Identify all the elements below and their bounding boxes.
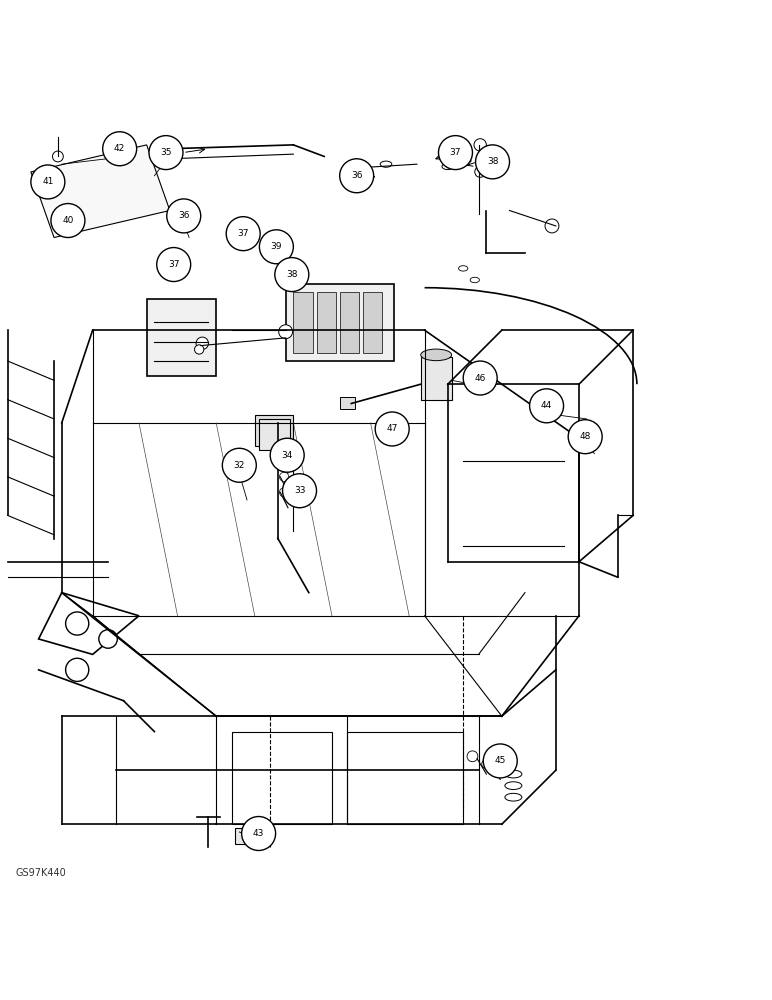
Text: 37: 37 [168, 260, 179, 269]
Text: 38: 38 [487, 157, 498, 166]
Bar [421, 357, 452, 400]
Circle shape [157, 248, 191, 282]
Circle shape [99, 630, 117, 648]
Circle shape [275, 258, 309, 292]
Circle shape [52, 151, 63, 162]
Bar [317, 292, 336, 353]
Circle shape [476, 145, 510, 179]
Circle shape [482, 759, 491, 769]
Text: 35: 35 [161, 148, 171, 157]
Circle shape [279, 325, 293, 339]
Ellipse shape [505, 793, 522, 801]
Circle shape [167, 199, 201, 233]
Ellipse shape [470, 277, 479, 283]
Circle shape [242, 817, 276, 850]
Ellipse shape [459, 266, 468, 271]
Circle shape [568, 420, 602, 454]
Circle shape [31, 165, 65, 199]
Bar [363, 292, 382, 353]
Circle shape [195, 345, 204, 354]
Bar [232, 732, 332, 824]
Text: 37: 37 [238, 229, 249, 238]
Bar [347, 732, 463, 824]
Bar [259, 419, 290, 450]
Text: 36: 36 [351, 171, 362, 180]
Text: 33: 33 [294, 486, 305, 495]
Circle shape [530, 389, 564, 423]
Ellipse shape [505, 770, 522, 778]
Ellipse shape [380, 161, 391, 167]
Text: 45: 45 [495, 756, 506, 765]
Circle shape [222, 448, 256, 482]
Circle shape [196, 337, 208, 349]
Circle shape [340, 159, 374, 193]
Bar [255, 415, 293, 446]
Text: 48: 48 [580, 432, 591, 441]
Text: 40: 40 [63, 216, 73, 225]
Text: 34: 34 [282, 451, 293, 460]
Circle shape [463, 361, 497, 395]
Circle shape [279, 453, 289, 462]
Circle shape [545, 219, 559, 233]
Circle shape [103, 132, 137, 166]
Circle shape [149, 136, 183, 170]
Polygon shape [31, 145, 170, 238]
Text: 38: 38 [286, 270, 297, 279]
Text: 42: 42 [114, 144, 125, 153]
Circle shape [66, 612, 89, 635]
Ellipse shape [505, 782, 522, 790]
Bar [340, 292, 359, 353]
Circle shape [483, 744, 517, 778]
Bar [340, 397, 355, 409]
Bar [235, 828, 259, 844]
Text: 36: 36 [178, 211, 189, 220]
Circle shape [467, 751, 478, 762]
Text: 41: 41 [42, 177, 53, 186]
Text: 46: 46 [475, 374, 486, 383]
Circle shape [66, 658, 89, 681]
Bar [147, 299, 216, 376]
Text: 37: 37 [450, 148, 461, 157]
Text: 44: 44 [541, 401, 552, 410]
Circle shape [279, 488, 289, 497]
Circle shape [474, 139, 486, 151]
Ellipse shape [442, 163, 453, 170]
Text: 47: 47 [387, 424, 398, 433]
Circle shape [259, 230, 293, 264]
Ellipse shape [421, 349, 452, 361]
Circle shape [475, 166, 486, 177]
Text: 32: 32 [234, 461, 245, 470]
Text: GS97K440: GS97K440 [15, 868, 66, 878]
Bar [293, 292, 313, 353]
Circle shape [226, 217, 260, 251]
Text: 43: 43 [253, 829, 264, 838]
Circle shape [283, 474, 317, 508]
Circle shape [270, 438, 304, 472]
Circle shape [375, 412, 409, 446]
Circle shape [279, 472, 289, 481]
Circle shape [51, 204, 85, 238]
Text: 39: 39 [271, 242, 282, 251]
Bar [286, 284, 394, 361]
Circle shape [438, 136, 472, 170]
